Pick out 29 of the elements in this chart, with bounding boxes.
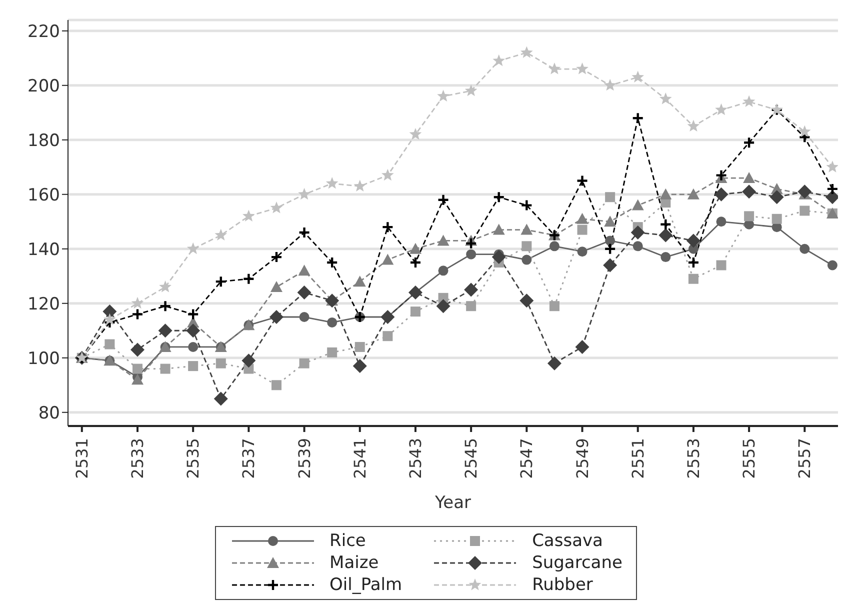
x-tick-label: 2553	[684, 438, 703, 479]
legend-label: Maize	[330, 553, 379, 573]
legend-label: Rice	[330, 531, 366, 551]
y-tick-label: 180	[28, 130, 60, 151]
x-tick-label: 2549	[572, 438, 592, 479]
y-tick-label: 100	[28, 348, 60, 369]
legend-label: Rubber	[532, 575, 593, 595]
x-tick-label: 2547	[517, 438, 536, 479]
x-axis-title: Year	[434, 493, 472, 513]
y-tick-label: 120	[28, 294, 60, 314]
x-tick-label: 2545	[462, 438, 481, 479]
y-tick-label: 200	[28, 76, 60, 96]
legend-label: Sugarcane	[532, 553, 622, 573]
y-tick-label: 160	[28, 185, 60, 206]
y-tick-label: 80	[38, 403, 60, 424]
x-tick-label: 2539	[294, 438, 314, 479]
y-tick-label: 140	[28, 240, 60, 260]
legend-label: Cassava	[532, 531, 603, 551]
y-tick-label: 220	[28, 22, 60, 42]
x-tick-label: 2541	[350, 438, 370, 479]
x-tick-label: 2533	[128, 438, 147, 479]
x-tick-label: 2555	[740, 438, 759, 479]
legend-label: Oil_Palm	[330, 575, 402, 595]
x-tick-label: 2537	[239, 438, 258, 479]
x-tick-label: 2543	[406, 438, 425, 479]
x-tick-label: 2531	[72, 438, 92, 479]
x-tick-label: 2535	[184, 438, 203, 479]
x-tick-label: 2551	[628, 438, 648, 479]
x-tick-label: 2557	[795, 438, 814, 479]
